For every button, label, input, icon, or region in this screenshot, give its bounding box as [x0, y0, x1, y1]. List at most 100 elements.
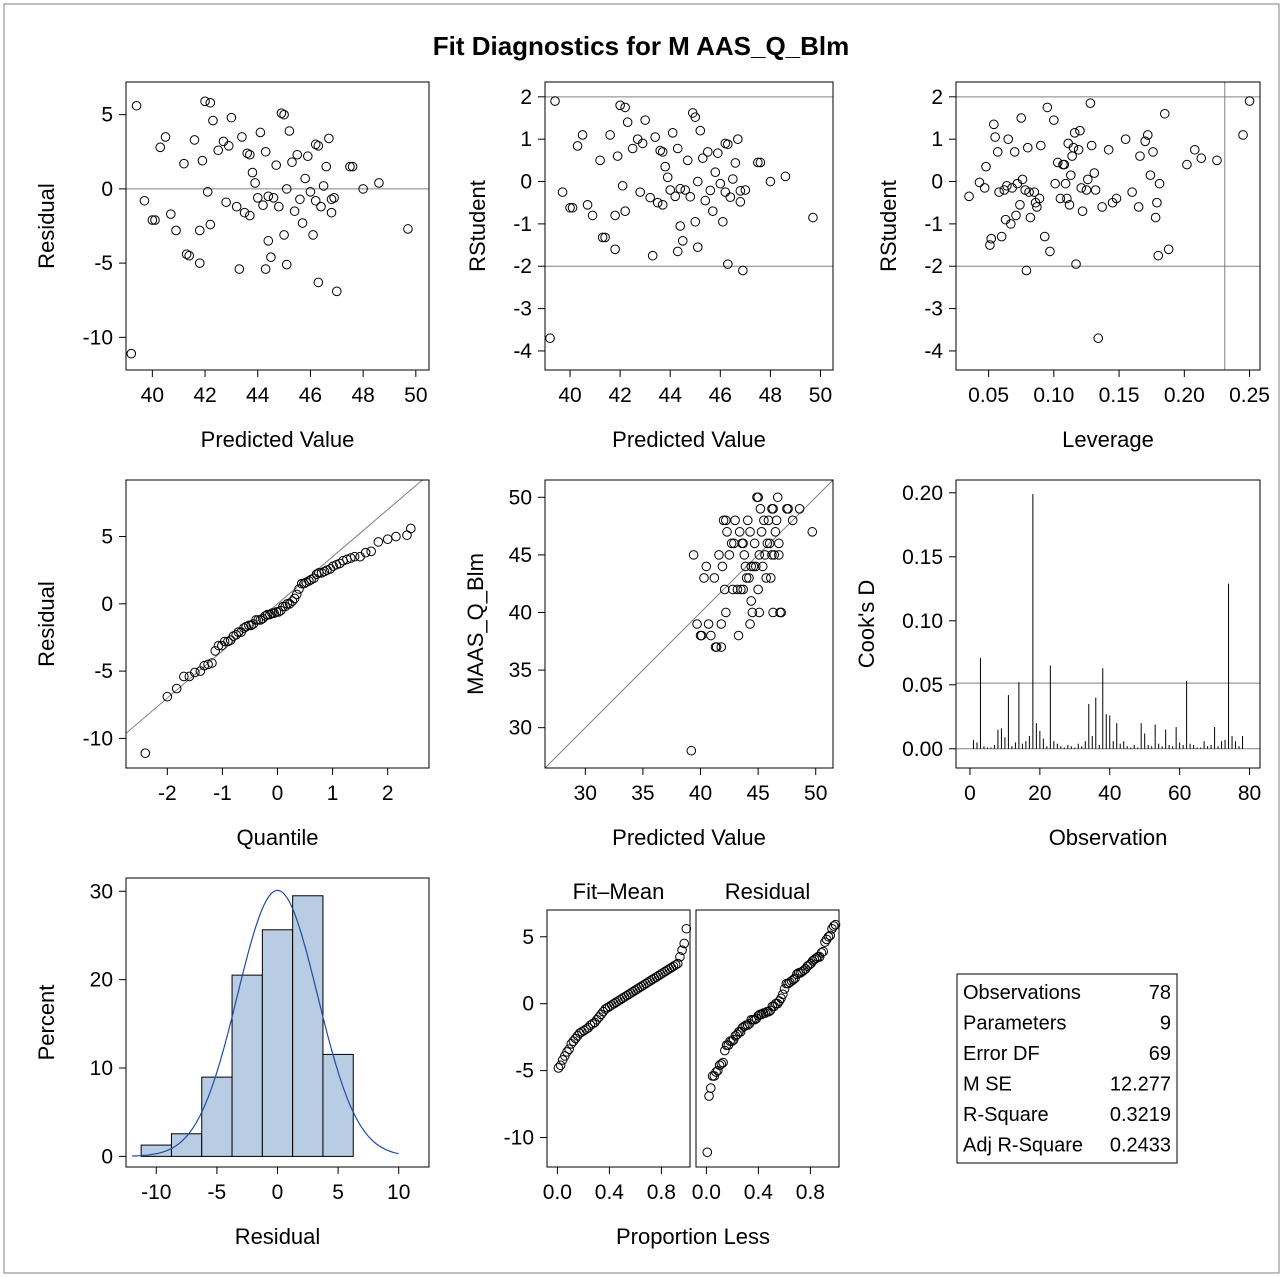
- data-point: [723, 259, 733, 269]
- data-point: [762, 538, 773, 549]
- data-point: [1032, 202, 1042, 212]
- data-point: [1127, 187, 1137, 197]
- data-point: [672, 143, 683, 154]
- data-point: [318, 181, 329, 191]
- data-point: [207, 658, 217, 668]
- stats-value: 12.277: [1110, 1074, 1171, 1096]
- data-point: [349, 551, 360, 562]
- data-point: [741, 573, 752, 583]
- data-point: [771, 515, 782, 526]
- data-point: [1066, 170, 1076, 180]
- data-point: [735, 197, 746, 207]
- data-point: [610, 210, 620, 221]
- data-point: [635, 187, 645, 197]
- data-point: [665, 185, 676, 195]
- data-point: [615, 100, 625, 111]
- data-point: [778, 989, 788, 1000]
- y-tick-label: -4: [513, 340, 532, 363]
- y-tick-label: 2: [520, 86, 532, 109]
- y-tick-label: -10: [83, 326, 113, 349]
- data-point: [313, 277, 324, 288]
- y-tick-label: 50: [509, 486, 532, 509]
- data-point: [733, 134, 743, 144]
- data-point: [760, 550, 770, 560]
- data-point: [719, 584, 730, 595]
- data-point: [723, 139, 733, 150]
- x-tick-label: 20: [1028, 782, 1051, 805]
- data-point: [1016, 113, 1027, 123]
- data-point: [734, 527, 745, 537]
- x-tick-label: 2: [382, 782, 394, 805]
- y-tick-label: 45: [509, 544, 532, 567]
- data-point: [662, 172, 673, 183]
- x-tick-label: 35: [631, 782, 654, 805]
- data-point: [707, 206, 718, 216]
- cooks-d-chart: 0 20 40 60 80 0.20 0.15 0.10 0.05 0.00 Observation…: [854, 479, 1261, 850]
- x-tick-label: 0.0: [543, 1181, 572, 1204]
- y-tick-label: -10: [504, 1127, 534, 1150]
- data-point: [190, 667, 200, 678]
- x-tick-label: 40: [1098, 782, 1121, 805]
- data-point: [1052, 157, 1063, 168]
- plot-frame: [955, 479, 1261, 769]
- data-point: [572, 141, 583, 151]
- data-point: [818, 946, 829, 957]
- data-point: [776, 607, 786, 618]
- x-tick-label: 0: [272, 1181, 284, 1204]
- data-point: [725, 192, 736, 202]
- data-point: [1103, 144, 1114, 155]
- data-point: [181, 249, 192, 260]
- data-point: [754, 607, 765, 618]
- figure-title: Fit Diagnostics for M AAS_Q_Blm: [433, 31, 850, 61]
- rstudent-vs-leverage-chart: 0.05 0.10 0.15 0.20 0.25 2 1 0 -1 -2 -3 -4 Leverage R…: [876, 81, 1270, 452]
- y-tick-label: 5: [101, 104, 113, 127]
- data-point: [1097, 202, 1107, 212]
- x-tick-label: 0.8: [796, 1181, 825, 1204]
- data-point: [1142, 130, 1153, 140]
- data-point: [732, 1029, 742, 1040]
- data-point: [345, 161, 355, 172]
- data-point: [759, 515, 769, 526]
- x-tick-label: 0.10: [1033, 384, 1074, 407]
- data-point: [690, 216, 701, 227]
- data-point: [710, 167, 721, 178]
- data-point: [675, 952, 685, 962]
- data-point: [1042, 102, 1053, 113]
- stats-value: 0.2433: [1110, 1135, 1171, 1157]
- data-point: [699, 573, 709, 583]
- data-point: [219, 636, 230, 647]
- data-point: [716, 642, 727, 652]
- x-tick-label: 42: [193, 384, 216, 407]
- data-point: [745, 619, 755, 629]
- data-point: [267, 608, 277, 619]
- y-tick-label: 0: [520, 171, 532, 194]
- data-point: [284, 126, 295, 136]
- x-tick-label: 42: [608, 384, 631, 407]
- data-point: [652, 197, 663, 208]
- data-point: [262, 609, 273, 620]
- data-point: [807, 527, 818, 537]
- data-point: [702, 1147, 713, 1158]
- data-point: [1045, 246, 1055, 257]
- data-point: [334, 558, 345, 569]
- data-point: [692, 619, 702, 629]
- x-axis-label: Predicted Value: [201, 427, 355, 452]
- data-point: [675, 183, 686, 194]
- data-point: [1039, 231, 1050, 242]
- data-point: [1154, 178, 1165, 189]
- data-point: [223, 141, 234, 151]
- data-point: [155, 142, 166, 153]
- data-point: [162, 691, 173, 702]
- data-point: [1163, 244, 1174, 255]
- data-point: [702, 147, 713, 157]
- data-point: [1152, 197, 1162, 208]
- data-point: [316, 201, 326, 212]
- data-point: [672, 246, 683, 257]
- data-point: [226, 112, 237, 123]
- data-point: [179, 671, 189, 682]
- x-tick-label: 46: [299, 384, 322, 407]
- data-point: [736, 584, 746, 595]
- data-point: [1135, 151, 1145, 161]
